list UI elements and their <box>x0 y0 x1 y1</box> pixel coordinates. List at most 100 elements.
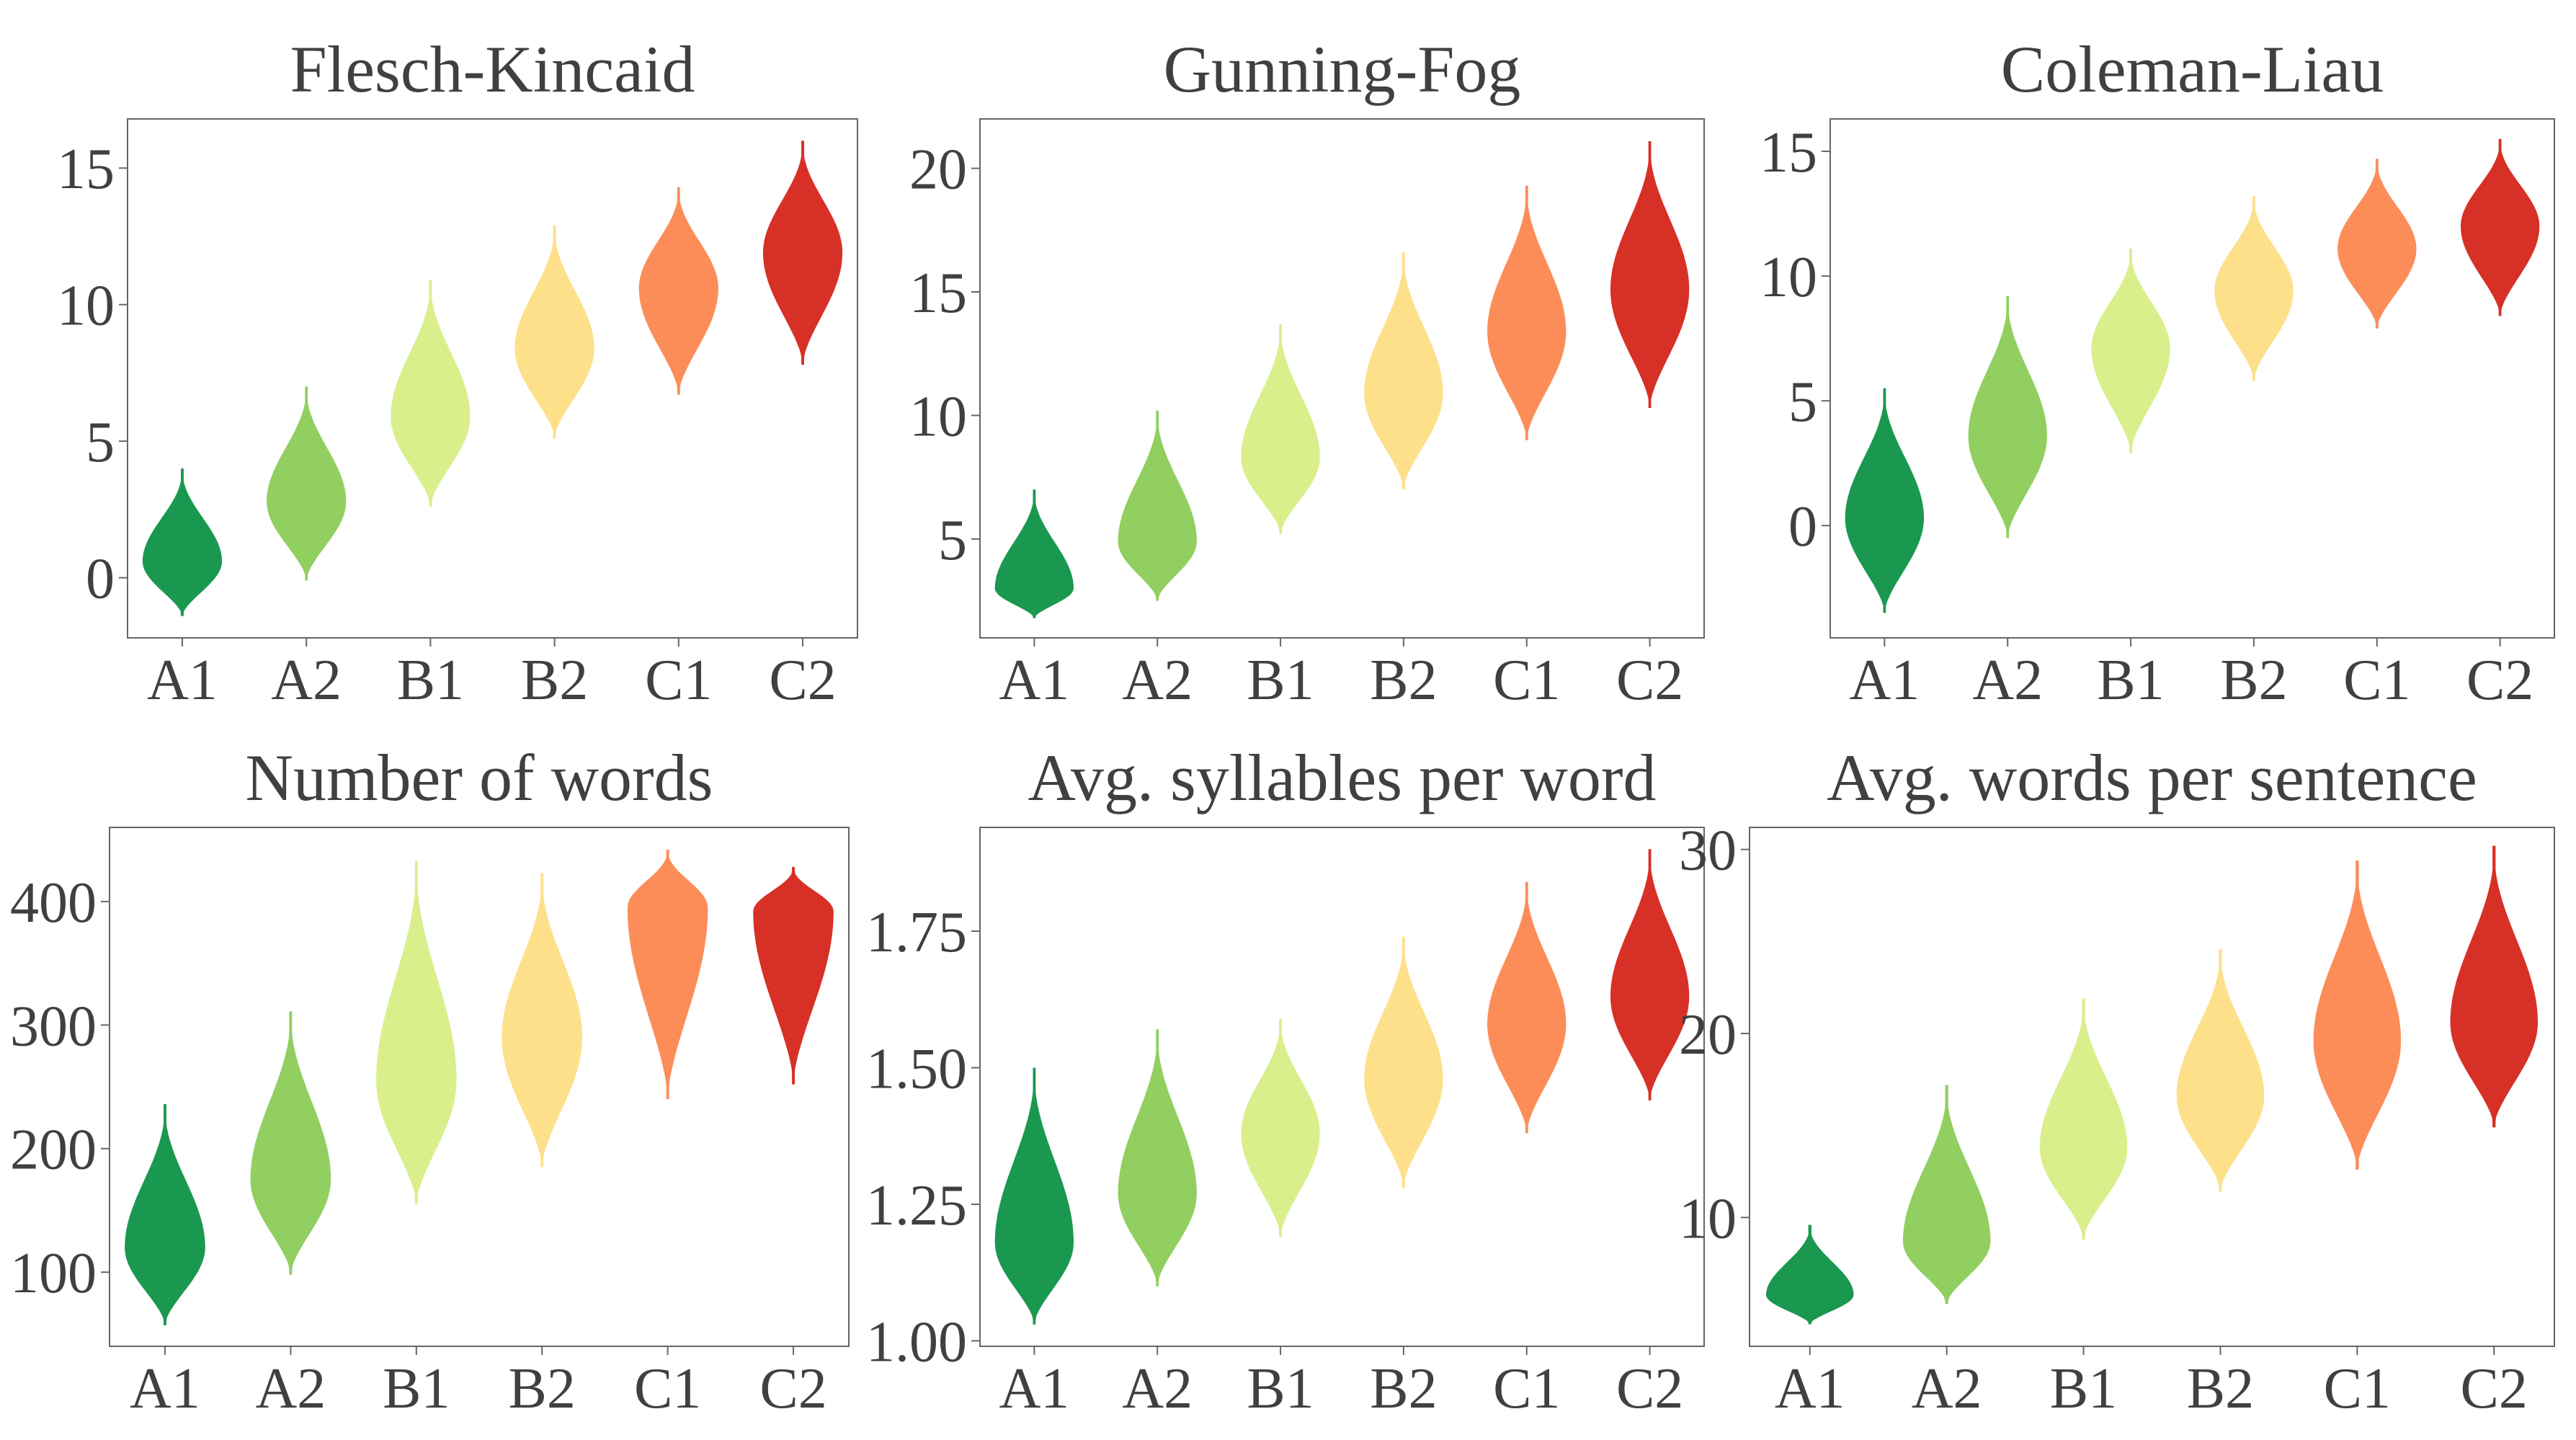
violin-b2 <box>1364 252 1443 490</box>
x-tick-label: B1 <box>2097 649 2164 712</box>
x-tick-label: C1 <box>1493 1357 1560 1421</box>
y-tick-label: 5 <box>86 411 115 474</box>
y-tick-label: 30 <box>1679 819 1737 883</box>
plot-frame <box>979 827 1705 1347</box>
violin-b2 <box>2176 948 2265 1192</box>
violin-a2 <box>1118 410 1197 601</box>
violin-c2 <box>753 866 834 1085</box>
x-tick-label: A2 <box>1122 649 1193 712</box>
violin-c2 <box>762 141 843 365</box>
plot-frame <box>127 118 858 639</box>
plot-frame <box>109 827 850 1347</box>
y-tick-label: 1.00 <box>866 1310 967 1374</box>
chart-number-of-words: Number of words 100 200 300 400 A1 A2 B1 B2 C1 C2 <box>10 741 850 1421</box>
y-tick-label: 0 <box>86 548 115 611</box>
x-tick-label: B2 <box>2220 649 2287 712</box>
chart-title: Coleman-Liau <box>2001 32 2384 106</box>
chart-title: Number of words <box>246 741 713 814</box>
violin-a2 <box>250 1011 331 1275</box>
x-tick-label: C1 <box>1493 649 1560 712</box>
y-tick-label: 5 <box>1788 370 1817 434</box>
chart-coleman-liau: Coleman-Liau 0 5 10 15 A1 A2 B1 B2 C1 C2 <box>1760 32 2555 712</box>
y-tick-label: 1.25 <box>866 1174 967 1237</box>
y-tick-label: 15 <box>1760 121 1817 185</box>
violin-a1 <box>994 1067 1074 1325</box>
plot-frame <box>979 118 1705 639</box>
x-tick-label: A2 <box>271 649 342 712</box>
violin-c1 <box>638 187 718 395</box>
violin-b1 <box>376 861 457 1204</box>
y-tick-label: 0 <box>1788 495 1817 559</box>
x-tick-label: A1 <box>1849 649 1920 712</box>
x-tick-label: B2 <box>1370 1357 1437 1421</box>
chart-title: Flesch-Kincaid <box>290 32 695 106</box>
x-tick-label: A1 <box>130 1357 200 1421</box>
chart-flesch-kincaid: Flesch-Kincaid 0 5 10 15 A1 A2 B1 B2 C1 C2 <box>57 32 858 712</box>
x-tick-label: B2 <box>521 649 588 712</box>
x-tick-label: C2 <box>2461 1357 2528 1421</box>
x-tick-label: C1 <box>645 649 712 712</box>
y-tick-label: 20 <box>909 138 967 202</box>
violin-b1 <box>391 280 471 507</box>
y-tick-label: 15 <box>909 262 967 325</box>
violin-c1 <box>2337 159 2417 329</box>
x-tick-label: B1 <box>1247 649 1314 712</box>
violin-c2 <box>2461 138 2540 316</box>
violin-a1 <box>994 489 1074 618</box>
violin-a2 <box>1968 295 2047 538</box>
x-tick-label: B1 <box>1247 1357 1314 1421</box>
y-tick-label: 10 <box>1679 1187 1737 1250</box>
x-tick-label: A1 <box>1775 1357 1845 1421</box>
violin-c1 <box>1487 185 1566 440</box>
violin-a2 <box>1902 1085 1991 1305</box>
y-tick-label: 200 <box>10 1119 97 1182</box>
y-tick-label: 20 <box>1679 1003 1737 1067</box>
x-tick-label: B1 <box>397 649 464 712</box>
x-tick-label: B1 <box>383 1357 450 1421</box>
violin-a1 <box>125 1104 205 1325</box>
x-tick-label: A1 <box>999 1357 1069 1421</box>
violin-a2 <box>1118 1029 1197 1286</box>
violin-a1 <box>142 468 223 616</box>
x-tick-label: C1 <box>2343 649 2410 712</box>
violin-c2 <box>1610 141 1690 409</box>
x-tick-label: C1 <box>2324 1357 2391 1421</box>
violin-b1 <box>2039 998 2128 1240</box>
violin-b2 <box>2214 196 2294 381</box>
violin-a2 <box>267 386 347 581</box>
x-tick-label: A1 <box>999 649 1069 712</box>
x-tick-label: B2 <box>1370 649 1437 712</box>
x-tick-label: C2 <box>1616 649 1683 712</box>
y-tick-label: 5 <box>938 509 967 572</box>
x-tick-label: B1 <box>2050 1357 2117 1421</box>
x-tick-label: A1 <box>147 649 218 712</box>
violin-b2 <box>1364 936 1443 1188</box>
y-tick-label: 15 <box>57 138 115 201</box>
y-tick-label: 300 <box>10 995 97 1058</box>
y-tick-label: 100 <box>10 1242 97 1305</box>
x-tick-label: A2 <box>1972 649 2043 712</box>
chart-title: Avg. syllables per word <box>1028 741 1656 814</box>
x-tick-label: A2 <box>1912 1357 1982 1421</box>
chart-gunning-fog: Gunning-Fog 5 10 15 20 A1 A2 B1 B2 C1 C2 <box>909 32 1705 712</box>
y-tick-label: 1.50 <box>866 1037 967 1101</box>
violin-c1 <box>1487 881 1566 1134</box>
y-tick-label: 10 <box>909 385 967 448</box>
x-tick-label: C2 <box>769 649 836 712</box>
violin-a1 <box>1845 388 1924 613</box>
y-tick-label: 10 <box>1760 246 1817 309</box>
violin-b1 <box>2091 249 2170 453</box>
x-tick-label: A2 <box>1122 1357 1193 1421</box>
chart-avg-syllables-per-word: Avg. syllables per word 1.00 1.25 1.50 1.75 A… <box>866 741 1705 1421</box>
violin-c1 <box>2313 861 2402 1170</box>
chart-title: Gunning-Fog <box>1164 32 1521 106</box>
violin-c1 <box>627 849 708 1100</box>
plot-frame <box>1749 827 2555 1347</box>
y-tick-label: 400 <box>10 871 97 935</box>
violin-b1 <box>1241 324 1320 534</box>
chart-avg-words-per-sentence: Avg. words per sentence 10 20 30 A1 A2 B1 B2 C1 C… <box>1679 741 2555 1421</box>
violin-c2 <box>2450 845 2538 1128</box>
x-tick-label: B2 <box>509 1357 576 1421</box>
violin-b2 <box>514 225 594 439</box>
